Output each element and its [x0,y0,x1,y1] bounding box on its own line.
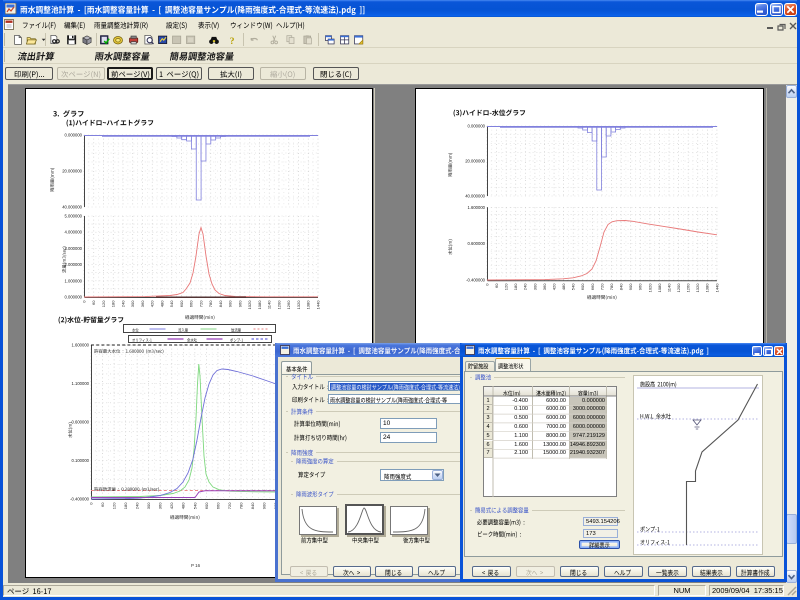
svg-text:660: 660 [215,502,220,509]
svg-text:60: 60 [91,300,96,305]
svg-text:1380: 1380 [705,283,710,293]
svg-text:120: 120 [504,283,509,290]
svg-text:960: 960 [237,300,242,307]
svg-text:720: 720 [198,300,203,307]
svg-text:1320: 1320 [296,300,301,310]
svg-text:0: 0 [484,283,489,286]
svg-text:1020: 1020 [647,283,652,293]
svg-text:120: 120 [112,502,117,509]
svg-text:180: 180 [123,502,128,509]
svg-text:1080: 1080 [257,300,262,310]
svg-text:480: 480 [159,300,164,307]
svg-text:1440: 1440 [714,283,719,293]
svg-text:60: 60 [100,502,105,507]
svg-text:840: 840 [250,502,255,509]
svg-text:40.000000: 40.000000 [465,194,485,199]
svg-text:660: 660 [189,300,194,307]
svg-text:1140: 1140 [267,300,272,309]
svg-text:840: 840 [218,300,223,307]
svg-text:1200: 1200 [676,283,681,293]
svg-text:5.000000: 5.000000 [65,214,83,219]
svg-text:0: 0 [88,502,93,505]
svg-text:900: 900 [628,283,633,290]
svg-text:0: 0 [81,300,86,303]
svg-text:600: 600 [179,300,184,307]
svg-text:0.000000: 0.000000 [468,124,486,129]
svg-text:1200: 1200 [276,300,281,310]
svg-text:900: 900 [262,502,267,509]
svg-text:1.100000: 1.100000 [72,381,90,386]
svg-text:960: 960 [638,283,643,290]
svg-text:0.100000: 0.100000 [72,458,90,463]
svg-text:720: 720 [599,283,604,290]
svg-text:540: 540 [169,300,174,307]
svg-text:0.000000: 0.000000 [65,133,83,138]
svg-text:780: 780 [609,283,614,290]
svg-text:1260: 1260 [286,300,291,310]
svg-text:540: 540 [571,283,576,290]
svg-text:780: 780 [238,502,243,509]
svg-text:420: 420 [150,300,155,307]
svg-text:420: 420 [552,283,557,290]
svg-text:780: 780 [208,300,213,307]
svg-text:360: 360 [140,300,145,307]
svg-text:1320: 1320 [695,283,700,293]
svg-text:1380: 1380 [306,300,311,310]
svg-text:420: 420 [169,502,174,509]
svg-text:-0.400000: -0.400000 [466,278,486,283]
svg-text:0.000000: 0.000000 [65,295,83,300]
svg-text:1140: 1140 [666,283,671,292]
svg-text:0.600000: 0.600000 [468,241,486,246]
svg-text:1080: 1080 [657,283,662,293]
svg-text:480: 480 [181,502,186,509]
svg-text:600: 600 [204,502,209,509]
svg-text:1260: 1260 [686,283,691,293]
svg-text:20.000000: 20.000000 [465,159,485,164]
svg-text:240: 240 [135,502,140,509]
svg-text:240: 240 [523,283,528,290]
svg-text:2.000000: 2.000000 [65,262,83,267]
svg-text:180: 180 [513,283,518,290]
svg-text:360: 360 [158,502,163,509]
svg-text:1020: 1020 [247,300,252,310]
svg-text:3.000000: 3.000000 [65,246,83,251]
svg-text:0.600000: 0.600000 [72,420,90,425]
svg-text:1.000000: 1.000000 [65,278,83,283]
svg-text:720: 720 [227,502,232,509]
svg-text:300: 300 [146,502,151,509]
svg-text:480: 480 [561,283,566,290]
svg-text:600: 600 [580,283,585,290]
svg-text:660: 660 [590,283,595,290]
svg-text:300: 300 [130,300,135,307]
svg-text:4.000000: 4.000000 [65,230,83,235]
svg-text:180: 180 [111,300,116,307]
svg-text:900: 900 [228,300,233,307]
svg-text:840: 840 [619,283,624,290]
svg-text:60: 60 [494,283,499,288]
svg-text:240: 240 [120,300,125,307]
svg-text:20.000000: 20.000000 [62,169,82,174]
svg-text:40.000000: 40.000000 [62,205,82,210]
svg-text:1.600000: 1.600000 [468,205,486,210]
svg-text:300: 300 [532,283,537,290]
svg-text:540: 540 [192,502,197,509]
svg-text:360: 360 [542,283,547,290]
svg-text:120: 120 [101,300,106,307]
svg-text:?: ? [230,36,235,46]
svg-text:1440: 1440 [315,300,320,310]
svg-text:-0.400000: -0.400000 [70,497,90,502]
svg-text:1.600000: 1.600000 [72,343,90,348]
